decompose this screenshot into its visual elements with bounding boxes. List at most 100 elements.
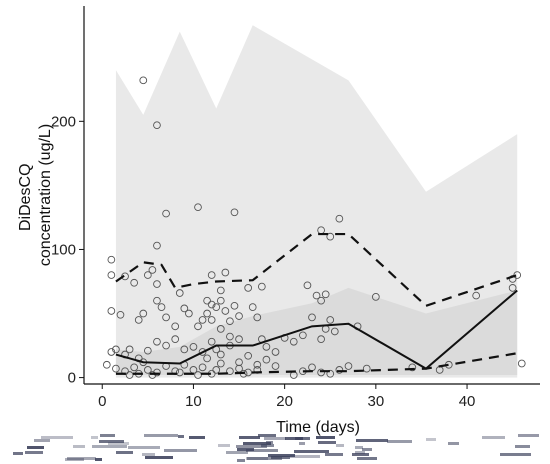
data-point [235,312,243,320]
artifact-dash [116,451,133,454]
artifact-dash [13,452,23,455]
artifact-dash [95,458,102,461]
data-point [185,309,193,318]
data-point [257,282,266,291]
data-point [194,371,202,379]
data-point [216,359,225,368]
data-point [230,208,239,217]
data-point [312,291,321,300]
data-point [212,303,221,311]
artifact-dash [352,453,369,456]
data-point [216,296,225,305]
artifact-dash [518,434,539,437]
data-point [344,362,353,370]
data-point [216,286,225,295]
data-point [317,335,325,344]
artifact-dash [92,445,127,448]
data-point [130,363,139,372]
x-tick-label: 0 [98,393,106,410]
artifact-dash [100,434,115,437]
data-point [107,307,116,315]
y-axis-title-line-1: DiDesCQ [17,163,34,231]
artifact-dash [243,442,271,445]
data-point [248,303,257,311]
data-point [226,332,234,341]
axes [83,6,540,385]
series-line-p5 [115,352,518,375]
data-point [153,121,161,130]
data-point [226,317,234,326]
artifact-dash [27,446,44,449]
artifact-dash [357,457,377,460]
tick-labels: 0 100 200 0 10 20 30 40 [51,113,475,410]
x-tick-label: 40 [459,393,476,410]
data-point [303,281,312,290]
artifact-dash [34,439,50,442]
data-point [226,367,234,376]
artifact-dash [41,436,73,439]
artifact-dash [145,456,173,459]
artifact-dash [500,453,531,456]
artifact-dash [237,448,254,451]
data-point [194,203,202,212]
data-point [153,337,161,346]
data-point [299,331,307,340]
data-point [289,337,298,346]
artifact-dash [271,456,290,459]
data-point [116,310,125,319]
data-point [180,304,189,313]
data-point [317,296,325,305]
artifact-dash [268,454,295,457]
artifact-dash [67,457,96,460]
data-point [112,364,120,373]
y-tick-label: 200 [51,113,76,130]
data-point [189,342,198,351]
artifact-dash [108,442,129,445]
data-point [207,316,216,324]
x-tick-label: 30 [367,393,384,410]
data-point [194,322,202,331]
prediction-bands [115,25,518,378]
data-point [139,76,148,85]
data-point [212,366,221,374]
data-point [157,303,166,311]
artifact-dash [144,434,178,437]
data-point [198,363,207,372]
artifact-dash [294,450,329,453]
artifact-dash [178,435,184,438]
data-point [262,355,271,364]
artifact-dash [318,441,336,444]
data-point [207,300,216,309]
data-point [102,360,111,369]
data-point [203,296,211,305]
data-point [180,345,189,354]
data-point [148,371,157,379]
x-tick-label: 10 [185,393,202,410]
artifact-dash [246,457,268,460]
data-point [517,359,526,368]
artifact-dash [164,449,197,452]
data-point [335,366,344,374]
series-line-p95 [115,232,518,308]
data-point [107,348,116,356]
artifact-dash [261,444,274,447]
data-point [326,232,335,241]
artifact-dash [316,436,335,439]
data-point [107,255,116,264]
artifact-dash [325,453,343,456]
data-point [125,371,134,379]
y-axis-title: DiDesCQ concentration (ug/L) [17,124,54,266]
artifact-dash [237,459,245,462]
artifact-dash [99,440,124,443]
artifact-dash [218,444,230,447]
percentile-lines [115,232,518,375]
data-point [139,309,148,318]
data-point [171,335,180,344]
data-point [508,284,517,292]
artifact-dash [426,438,436,441]
artifact-dash [448,442,459,445]
data-point [317,368,325,377]
data-point [171,322,180,331]
artifact-dash [65,458,84,461]
data-point [321,290,330,299]
